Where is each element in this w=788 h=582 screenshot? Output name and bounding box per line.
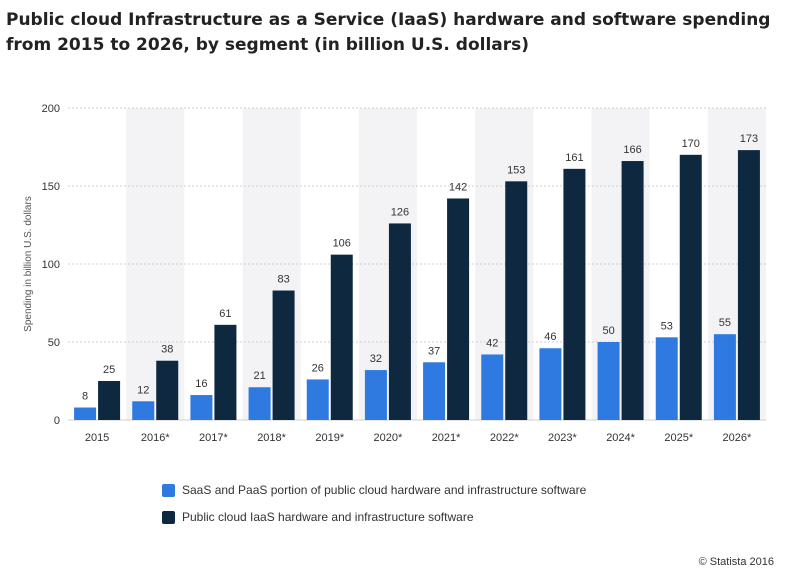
bar-s2-2022 — [505, 181, 528, 420]
y-tick-150: 150 — [42, 181, 60, 193]
bar-s2-2023 — [563, 168, 586, 420]
bar-s2-2019 — [330, 254, 353, 420]
data-label-s2-2016: 38 — [161, 344, 173, 356]
data-label-s2-2019: 106 — [333, 238, 351, 250]
data-label-s2-2018: 83 — [277, 274, 289, 286]
legend: SaaS and PaaS portion of public cloud ha… — [162, 482, 586, 536]
data-labels: 8 25 12 38 16 61 21 83 26 106 32 126 37 142 42 153 46 161… — [82, 133, 758, 402]
data-label-s1-2021: 37 — [428, 345, 440, 357]
gridlines — [68, 107, 766, 421]
y-tick-100: 100 — [42, 259, 60, 271]
bar-s1-2019 — [306, 379, 329, 420]
y-tick-0: 0 — [54, 415, 60, 427]
legend-swatch-iaas — [162, 510, 175, 524]
x-tick-2016: 2016* — [141, 432, 170, 444]
x-tick-2024: 2024* — [606, 432, 635, 444]
data-label-s2-2024: 166 — [623, 144, 641, 156]
bar-s1-2018 — [248, 387, 271, 420]
data-label-s2-2021: 142 — [449, 181, 467, 193]
legend-label-saas-paas: SaaS and PaaS portion of public cloud ha… — [182, 483, 587, 497]
bar-s1-2025 — [655, 337, 678, 420]
legend-label-iaas: Public cloud IaaS hardware and infrastru… — [182, 510, 474, 524]
bar-s2-2025 — [679, 154, 702, 421]
bar-chart: 0 50 100 150 200 8 25 12 38 16 61 21 83 26 106 32 126 37… — [23, 103, 766, 444]
x-tick-2017: 2017* — [199, 432, 228, 444]
data-label-s1-2023: 46 — [544, 331, 556, 343]
bar-s1-2021 — [423, 362, 446, 420]
bar-s2-2017 — [214, 324, 237, 420]
bar-s2-2020 — [388, 223, 411, 420]
statista-credit: © Statista 2016 — [698, 556, 774, 568]
data-label-s2-2022: 153 — [507, 164, 525, 176]
x-tick-2025: 2025* — [664, 432, 693, 444]
data-label-s1-2019: 26 — [312, 362, 324, 374]
data-label-s1-2018: 21 — [253, 370, 265, 382]
bar-s2-2026 — [737, 150, 760, 420]
x-axis-ticks: 2015 2016* 2017* 2018* 2019* 2020* 2021* 2022* 2… — [85, 432, 752, 444]
chart-title: Public cloud Infrastructure as a Service… — [6, 10, 771, 55]
x-tick-2022: 2022* — [490, 432, 519, 444]
x-tick-2015: 2015 — [85, 432, 109, 444]
legend-item-iaas[interactable]: Public cloud IaaS hardware and infrastru… — [162, 509, 586, 525]
data-label-s1-2020: 32 — [370, 353, 382, 365]
bar-s1-2023 — [539, 348, 562, 420]
data-label-s2-2015: 25 — [103, 364, 115, 376]
y-tick-50: 50 — [48, 337, 60, 349]
data-label-s1-2024: 50 — [602, 325, 614, 337]
bar-s2-2024 — [621, 161, 644, 421]
y-tick-200: 200 — [42, 103, 60, 115]
data-label-s1-2015: 8 — [82, 391, 88, 403]
legend-item-saas-paas[interactable]: SaaS and PaaS portion of public cloud ha… — [162, 482, 586, 498]
bar-s2-2018 — [272, 290, 295, 420]
x-tick-2019: 2019* — [315, 432, 344, 444]
data-label-s1-2017: 16 — [195, 378, 207, 390]
x-tick-2023: 2023* — [548, 432, 577, 444]
data-label-s1-2026: 55 — [719, 317, 731, 329]
bars — [74, 150, 760, 421]
y-axis-ticks: 0 50 100 150 200 — [42, 103, 60, 427]
legend-swatch-saas-paas — [162, 483, 175, 497]
data-label-s2-2017: 61 — [219, 308, 231, 320]
bar-s2-2021 — [447, 198, 470, 420]
bar-s2-2016 — [156, 360, 179, 420]
bar-s1-2015 — [74, 407, 97, 420]
data-label-s2-2020: 126 — [391, 206, 409, 218]
bar-s1-2026 — [713, 334, 736, 420]
bar-s1-2022 — [481, 354, 504, 420]
bar-s1-2024 — [597, 342, 620, 420]
x-tick-2018: 2018* — [257, 432, 286, 444]
x-tick-2020: 2020* — [374, 432, 403, 444]
data-label-s1-2022: 42 — [486, 337, 498, 349]
data-label-s2-2023: 161 — [565, 152, 583, 164]
x-tick-2021: 2021* — [432, 432, 461, 444]
bar-s2-2015 — [98, 381, 121, 420]
bar-s1-2017 — [190, 395, 213, 420]
data-label-s1-2016: 12 — [137, 384, 149, 396]
x-tick-2026: 2026* — [723, 432, 752, 444]
data-label-s1-2025: 53 — [661, 320, 673, 332]
y-axis-label: Spending in billion U.S. dollars — [23, 196, 34, 332]
bar-s1-2020 — [364, 370, 387, 420]
data-label-s2-2026: 173 — [740, 133, 758, 145]
bar-s1-2016 — [132, 401, 155, 420]
data-label-s2-2025: 170 — [682, 138, 700, 150]
